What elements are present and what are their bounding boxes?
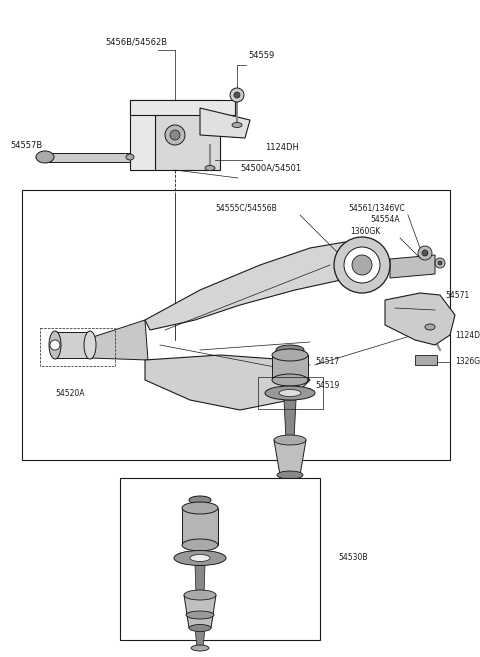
Text: 54559: 54559 <box>248 51 274 60</box>
Text: 54557B: 54557B <box>10 141 42 150</box>
Circle shape <box>234 92 240 98</box>
Text: 1124DH: 1124DH <box>265 143 299 152</box>
Text: 54555C/54556B: 54555C/54556B <box>215 204 277 212</box>
Circle shape <box>435 258 445 268</box>
Ellipse shape <box>184 590 216 600</box>
Ellipse shape <box>36 151 54 163</box>
Circle shape <box>344 247 380 283</box>
Circle shape <box>422 250 428 256</box>
Polygon shape <box>184 595 216 628</box>
Ellipse shape <box>205 166 215 171</box>
Circle shape <box>334 237 390 293</box>
Circle shape <box>170 130 180 140</box>
Text: 54517: 54517 <box>228 524 252 533</box>
Ellipse shape <box>182 502 218 514</box>
Circle shape <box>230 88 244 102</box>
Ellipse shape <box>276 345 304 355</box>
Polygon shape <box>274 440 306 475</box>
Polygon shape <box>45 153 130 162</box>
Text: 1360GK: 1360GK <box>350 227 380 237</box>
Text: 1326GB: 1326GB <box>228 497 258 507</box>
Polygon shape <box>182 508 218 545</box>
Bar <box>120 478 320 640</box>
Bar <box>415 355 437 365</box>
Polygon shape <box>130 100 235 115</box>
Text: 54571: 54571 <box>445 290 469 300</box>
Circle shape <box>438 261 442 265</box>
Ellipse shape <box>186 611 214 619</box>
Ellipse shape <box>425 324 435 330</box>
Ellipse shape <box>274 435 306 445</box>
Polygon shape <box>272 355 308 380</box>
Text: 54520A: 54520A <box>55 388 84 397</box>
Polygon shape <box>200 108 250 138</box>
Text: 54561/1346VC: 54561/1346VC <box>348 204 405 212</box>
Ellipse shape <box>272 374 308 386</box>
Polygon shape <box>195 628 205 648</box>
Ellipse shape <box>281 499 299 507</box>
Text: 54517: 54517 <box>315 357 339 367</box>
Ellipse shape <box>272 349 308 361</box>
Ellipse shape <box>265 386 315 400</box>
Text: 5456B/54562B: 5456B/54562B <box>105 37 167 47</box>
Text: 54519: 54519 <box>315 380 339 390</box>
Text: 54519: 54519 <box>228 553 252 562</box>
Polygon shape <box>55 332 90 358</box>
Circle shape <box>418 246 432 260</box>
Text: 1326GB: 1326GB <box>455 357 480 367</box>
Bar <box>258 377 323 409</box>
Ellipse shape <box>174 551 226 566</box>
Circle shape <box>352 255 372 275</box>
Ellipse shape <box>232 122 242 127</box>
Polygon shape <box>90 320 148 360</box>
Ellipse shape <box>182 539 218 551</box>
Ellipse shape <box>189 625 211 631</box>
Polygon shape <box>145 355 310 410</box>
Ellipse shape <box>84 331 96 359</box>
Text: 1124DH: 1124DH <box>455 330 480 340</box>
Ellipse shape <box>49 331 61 359</box>
Bar <box>40 328 115 366</box>
Ellipse shape <box>189 496 211 504</box>
Polygon shape <box>155 100 220 170</box>
Polygon shape <box>390 255 435 278</box>
Polygon shape <box>385 293 455 345</box>
Polygon shape <box>195 565 205 595</box>
Ellipse shape <box>191 645 209 651</box>
Text: 54500A/54501: 54500A/54501 <box>240 164 301 173</box>
Bar <box>22 190 450 460</box>
Ellipse shape <box>126 154 134 160</box>
Circle shape <box>50 340 60 350</box>
Text: 54554A: 54554A <box>370 215 400 225</box>
Ellipse shape <box>277 471 303 479</box>
Polygon shape <box>284 400 296 440</box>
Ellipse shape <box>190 555 210 562</box>
Polygon shape <box>285 475 295 503</box>
Polygon shape <box>145 242 370 330</box>
Polygon shape <box>130 100 155 170</box>
Text: 54530B: 54530B <box>338 553 368 562</box>
Circle shape <box>165 125 185 145</box>
Ellipse shape <box>279 390 301 397</box>
